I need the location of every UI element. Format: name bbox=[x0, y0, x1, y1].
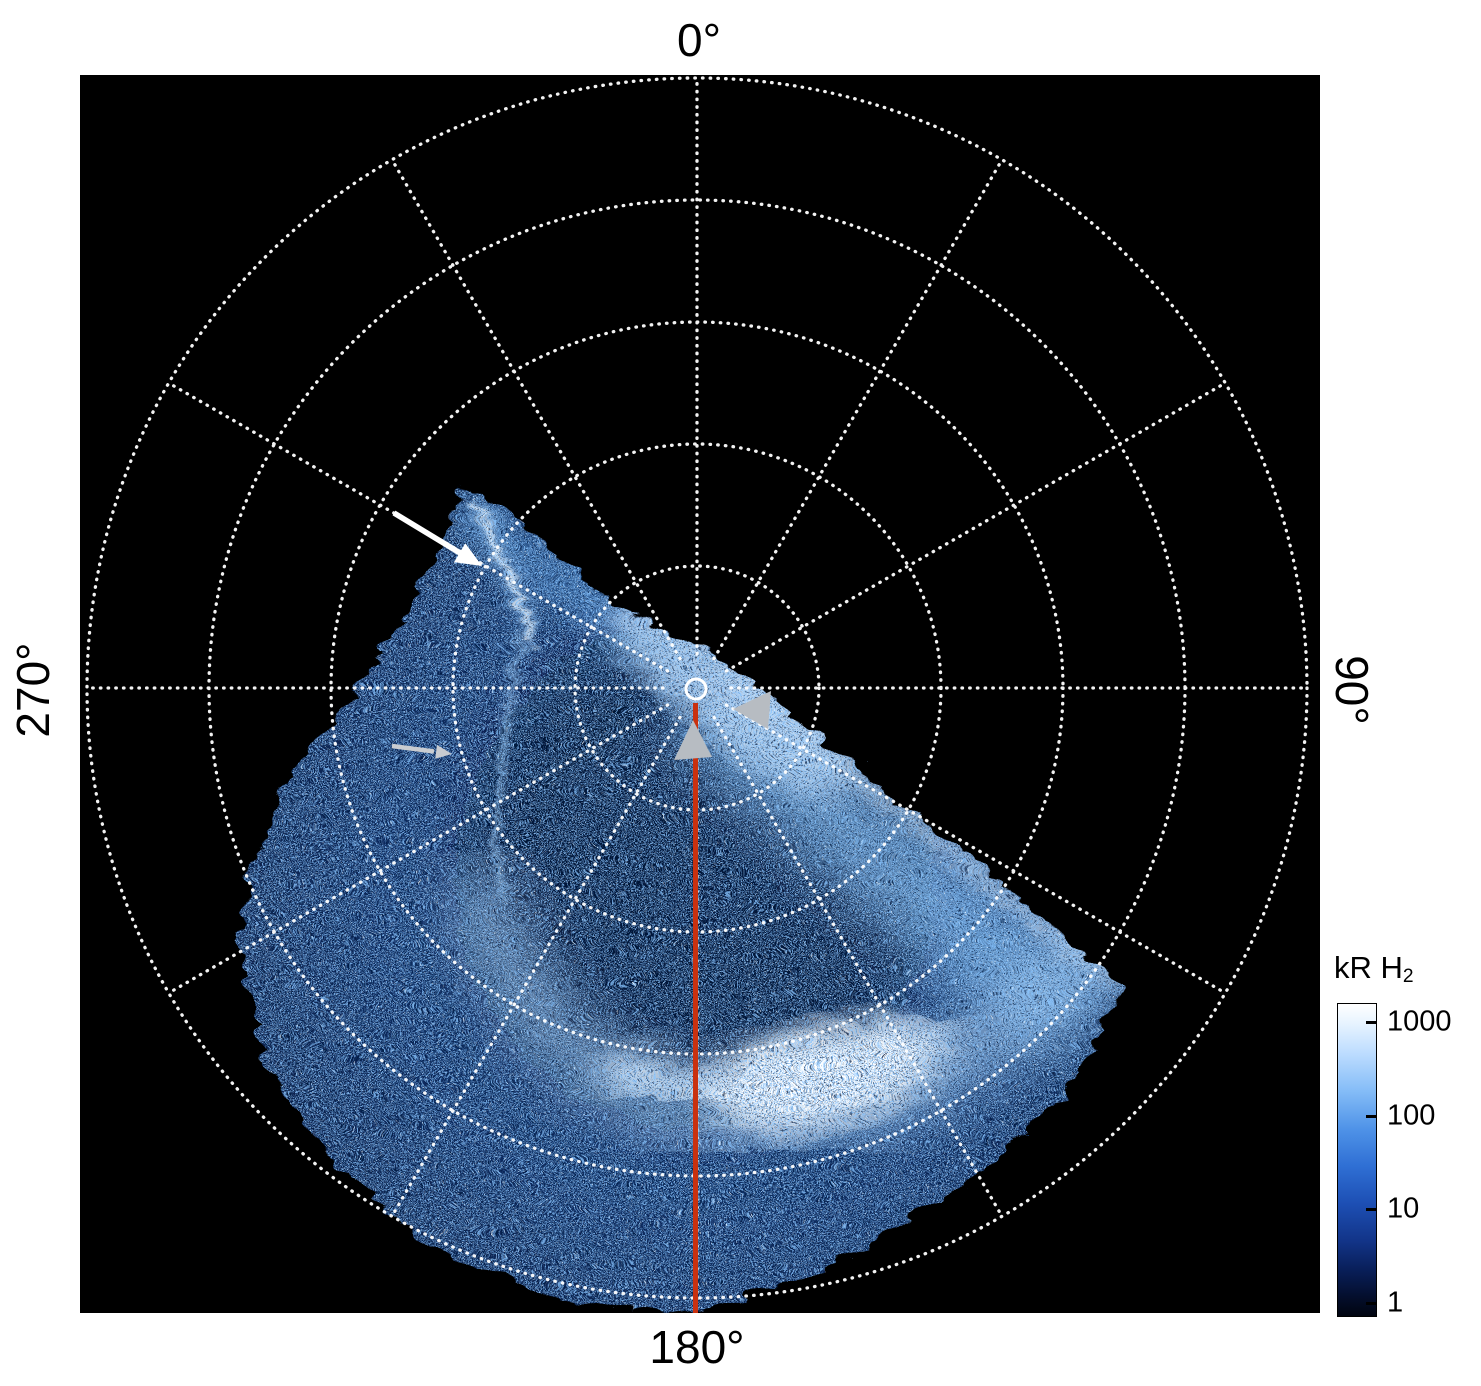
colorbar-gradient bbox=[1337, 1003, 1377, 1317]
colorbar-title-main: kR H bbox=[1334, 950, 1403, 985]
angle-label-180: 180° bbox=[649, 1321, 745, 1373]
small-gray-arrow-icon bbox=[391, 743, 452, 759]
colorbar-tickmark bbox=[1366, 1301, 1376, 1305]
colorbar-tick-10: 10 bbox=[1387, 1192, 1420, 1225]
colorbar-tickmark bbox=[1366, 1114, 1376, 1118]
colorbar-tickmark bbox=[1366, 1020, 1376, 1024]
pole-marker-circle bbox=[684, 677, 708, 701]
colorbar-tickmark bbox=[1366, 1207, 1376, 1211]
angle-label-270: 270° bbox=[7, 642, 59, 738]
colorbar-title-sub: 2 bbox=[1402, 966, 1414, 987]
colorbar-tick-1000: 1000 bbox=[1387, 1005, 1452, 1038]
colorbar-title: kR H2 bbox=[1334, 952, 1414, 986]
colorbar-tick-100: 100 bbox=[1387, 1099, 1436, 1132]
white-arrow-icon bbox=[392, 510, 482, 566]
gray-arrowhead-icon bbox=[674, 720, 712, 760]
gray-arrowhead-icon bbox=[733, 691, 771, 729]
colorbar-tick-1: 1 bbox=[1387, 1286, 1404, 1319]
angle-label-0: 0° bbox=[677, 14, 721, 66]
angle-label-90: 90° bbox=[1326, 655, 1378, 725]
